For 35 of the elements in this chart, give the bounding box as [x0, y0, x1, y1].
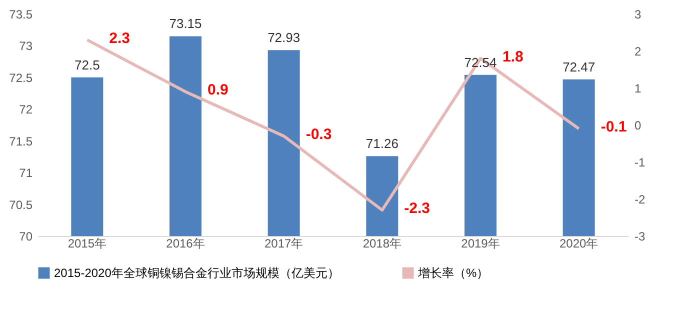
data-label: -0.1: [600, 118, 627, 136]
y-tick-label: 71.5: [9, 134, 33, 148]
y-tick-label: 71: [19, 166, 33, 180]
x-tick-label: 2016年: [166, 236, 205, 250]
data-label: 72.54: [464, 54, 497, 70]
y-tick-label: 70: [19, 230, 33, 244]
x-tick-label: 2017年: [264, 236, 304, 250]
y-tick-label: 73: [19, 39, 33, 54]
data-label: 72.93: [268, 30, 300, 46]
y2-tick-label: 1: [634, 82, 642, 96]
y2-tick-label: 0: [634, 118, 642, 132]
y2-tick-label: -2: [634, 192, 646, 206]
data-label: -0.3: [306, 126, 332, 144]
data-label: 72.5: [74, 57, 100, 72]
data-label: 1.8: [502, 48, 524, 66]
data-label: 2.3: [109, 30, 130, 47]
legend-label: 增长率（%）: [417, 266, 489, 280]
data-label: 0.9: [208, 82, 228, 99]
y-tick-label: 73.5: [9, 8, 33, 22]
data-label: 71.26: [366, 136, 398, 152]
x-tick-label: 2018年: [362, 236, 402, 250]
y-tick-label: 72: [19, 102, 33, 117]
y2-tick-label: -3: [634, 230, 646, 244]
x-tick-label: 2020年: [559, 236, 598, 250]
y-tick-label: 70.5: [9, 198, 33, 212]
y2-tick-label: 2: [634, 44, 642, 58]
y-tick-label: 72.5: [9, 70, 33, 85]
y2-tick-label: 3: [634, 8, 642, 22]
y2-tick-label: -1: [634, 156, 646, 170]
data-label: -2.3: [404, 200, 430, 218]
data-label: 73.15: [169, 16, 202, 32]
x-tick-label: 2015年: [68, 236, 107, 250]
data-label: 72.47: [562, 59, 596, 74]
legend-label: 2015-2020年全球铜镍锡合金行业市场规模（亿美元）: [54, 266, 340, 280]
x-tick-label: 2019年: [461, 236, 500, 250]
